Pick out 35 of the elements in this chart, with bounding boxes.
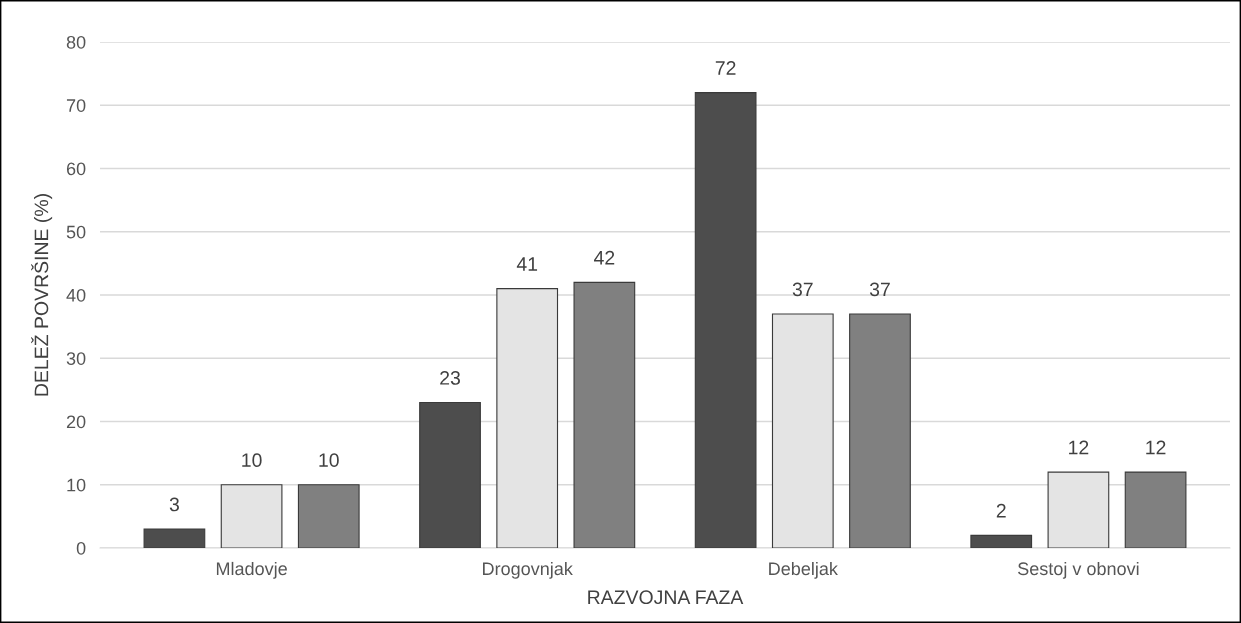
y-tick-label: 50 (66, 225, 86, 239)
y-tick-label: 70 (66, 99, 86, 112)
x-tick-label: Drogovnjak (483, 561, 573, 579)
data-label: 42 (594, 250, 615, 265)
bar (1124, 471, 1187, 548)
data-label: 41 (516, 257, 538, 271)
x-tick-label: Sestoj v obnovi (1018, 561, 1139, 579)
data-label: 12 (1146, 440, 1166, 455)
data-label: 37 (792, 282, 813, 297)
bar (143, 528, 206, 548)
x-tick-label: Debeljak (769, 561, 838, 579)
bar (419, 401, 481, 548)
data-label: 10 (242, 453, 262, 468)
data-label: 72 (715, 61, 736, 75)
bar (694, 92, 757, 548)
bar (297, 484, 360, 548)
y-tick-label: 80 (66, 35, 86, 49)
data-label: 12 (1069, 440, 1089, 455)
x-axis-title: RAZVOJNA FAZA (588, 590, 744, 605)
data-label: 37 (869, 282, 890, 297)
bar (970, 534, 1033, 548)
y-tick-label: 60 (66, 162, 86, 176)
data-label: 10 (319, 453, 339, 468)
data-label: 3 (169, 497, 179, 512)
data-label: 2 (996, 503, 1006, 518)
y-tick-label: 20 (66, 415, 86, 429)
x-tick-label: Mladovje (216, 561, 287, 579)
y-tick-label: 0 (76, 541, 86, 555)
bar (573, 281, 636, 548)
bar (849, 313, 911, 548)
data-label: 23 (440, 371, 460, 385)
y-tick-label: 10 (67, 478, 86, 492)
y-axis-title: DELEŽ POVRŠINE (%) (31, 194, 53, 396)
y-tick-label: 40 (66, 288, 86, 302)
y-tick-label: 30 (66, 352, 86, 365)
